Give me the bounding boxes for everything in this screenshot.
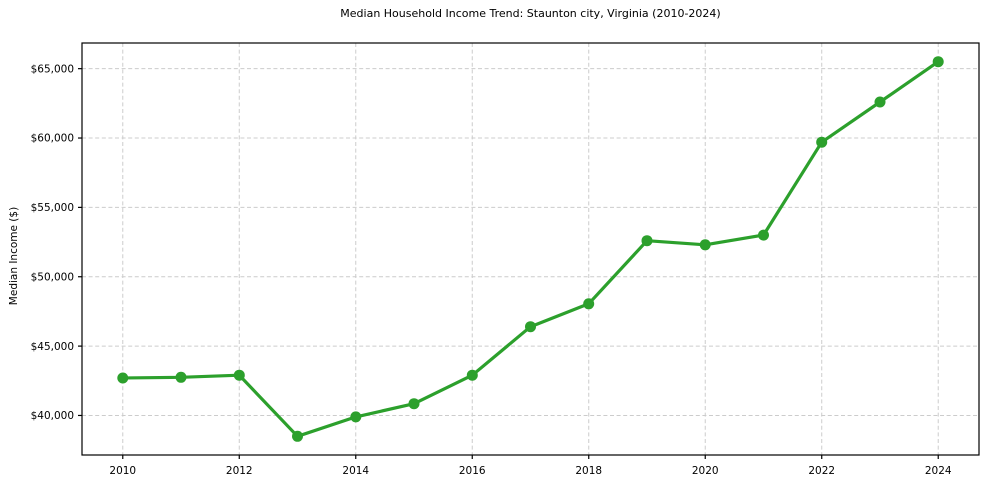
data-point-2010 bbox=[117, 372, 129, 384]
y-axis-label-text: Median Income ($) bbox=[8, 206, 20, 306]
data-point-2012 bbox=[233, 369, 245, 381]
y-tick-label: $65,000 bbox=[31, 63, 74, 75]
data-point-2022 bbox=[816, 136, 828, 148]
y-tick-label: $45,000 bbox=[31, 341, 74, 353]
x-tick-label: 2016 bbox=[459, 465, 486, 477]
x-tick-label: 2010 bbox=[109, 465, 136, 477]
data-point-2014 bbox=[350, 411, 362, 423]
data-point-2016 bbox=[466, 369, 478, 381]
data-point-2018 bbox=[583, 298, 595, 310]
data-point-2013 bbox=[292, 430, 303, 442]
chart-title: Median Household Income Trend: Staunton … bbox=[340, 7, 721, 20]
data-point-2019 bbox=[641, 235, 653, 247]
plot-border bbox=[81, 42, 980, 456]
x-tick-label: 2014 bbox=[342, 465, 369, 477]
y-tick-label: $60,000 bbox=[31, 133, 74, 145]
x-tick-label: 2018 bbox=[575, 465, 602, 477]
data-point-2015 bbox=[408, 398, 420, 410]
trend-line bbox=[121, 60, 940, 438]
x-tick-label: 2024 bbox=[925, 465, 952, 477]
data-point-2011 bbox=[175, 371, 187, 383]
data-point-2020 bbox=[699, 239, 711, 251]
y-tick-label: $40,000 bbox=[31, 410, 74, 422]
data-point-2017 bbox=[525, 321, 536, 333]
data-point-2023 bbox=[874, 96, 886, 108]
y-tick-label: $50,000 bbox=[31, 271, 74, 283]
x-tick-label: 2022 bbox=[808, 465, 835, 477]
data-point-2021 bbox=[758, 229, 769, 241]
y-tick-label: $55,000 bbox=[31, 202, 74, 214]
x-tick-label: 2012 bbox=[226, 465, 253, 477]
data-point-2024 bbox=[932, 56, 944, 68]
x-tick-label: 2020 bbox=[692, 465, 719, 477]
